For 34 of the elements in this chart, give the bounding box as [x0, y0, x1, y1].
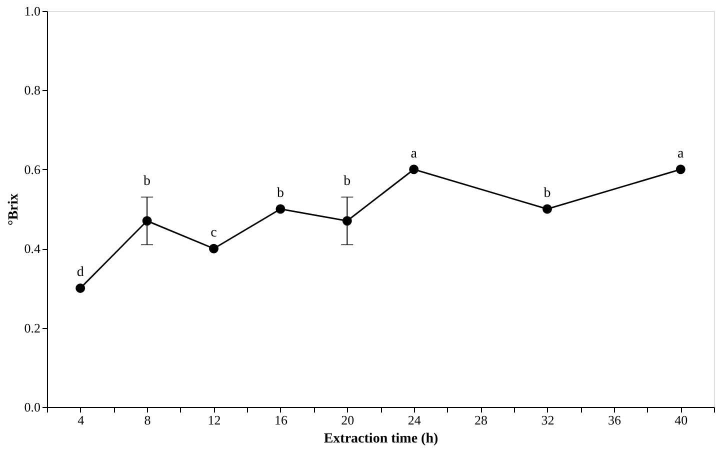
annotation: d: [76, 265, 84, 280]
x-axis-title: Extraction time (h): [324, 432, 438, 446]
x-tick-label: 28: [474, 412, 488, 428]
x-tick-label: 36: [608, 412, 622, 428]
x-tick-label: 8: [144, 412, 151, 428]
x-tick-label: 4: [78, 412, 85, 428]
y-tick-label: 0.4: [24, 241, 41, 256]
point: [542, 204, 552, 214]
point: [676, 164, 686, 174]
x-tick-label: 24: [408, 412, 422, 428]
y-tick-label: 0.0: [24, 400, 40, 414]
point: [276, 204, 286, 214]
x-tick-label: 16: [274, 412, 288, 428]
point: [209, 244, 218, 254]
point: [409, 164, 419, 174]
y-tick-label: 0.2: [24, 320, 40, 336]
y-axis-title: °Brix: [6, 193, 22, 226]
x-tick-label: 20: [341, 412, 354, 428]
annotation: c: [210, 226, 217, 241]
annotation: b: [276, 186, 284, 201]
annotation: b: [544, 186, 551, 201]
annotation: a: [678, 146, 685, 162]
x-tick-label: 12: [208, 412, 221, 428]
y-tick-label: 0.8: [24, 82, 40, 98]
annotation: a: [410, 146, 418, 162]
annotation: b: [144, 174, 151, 190]
point: [76, 283, 86, 293]
x-tick-label: 32: [541, 412, 554, 428]
point: [342, 216, 352, 226]
y-tick-label: 1.0: [24, 4, 40, 18]
annotation: b: [344, 174, 351, 190]
y-tick-label: 0.6: [24, 162, 41, 177]
point: [142, 216, 152, 226]
x-tick-label: 40: [674, 412, 688, 428]
